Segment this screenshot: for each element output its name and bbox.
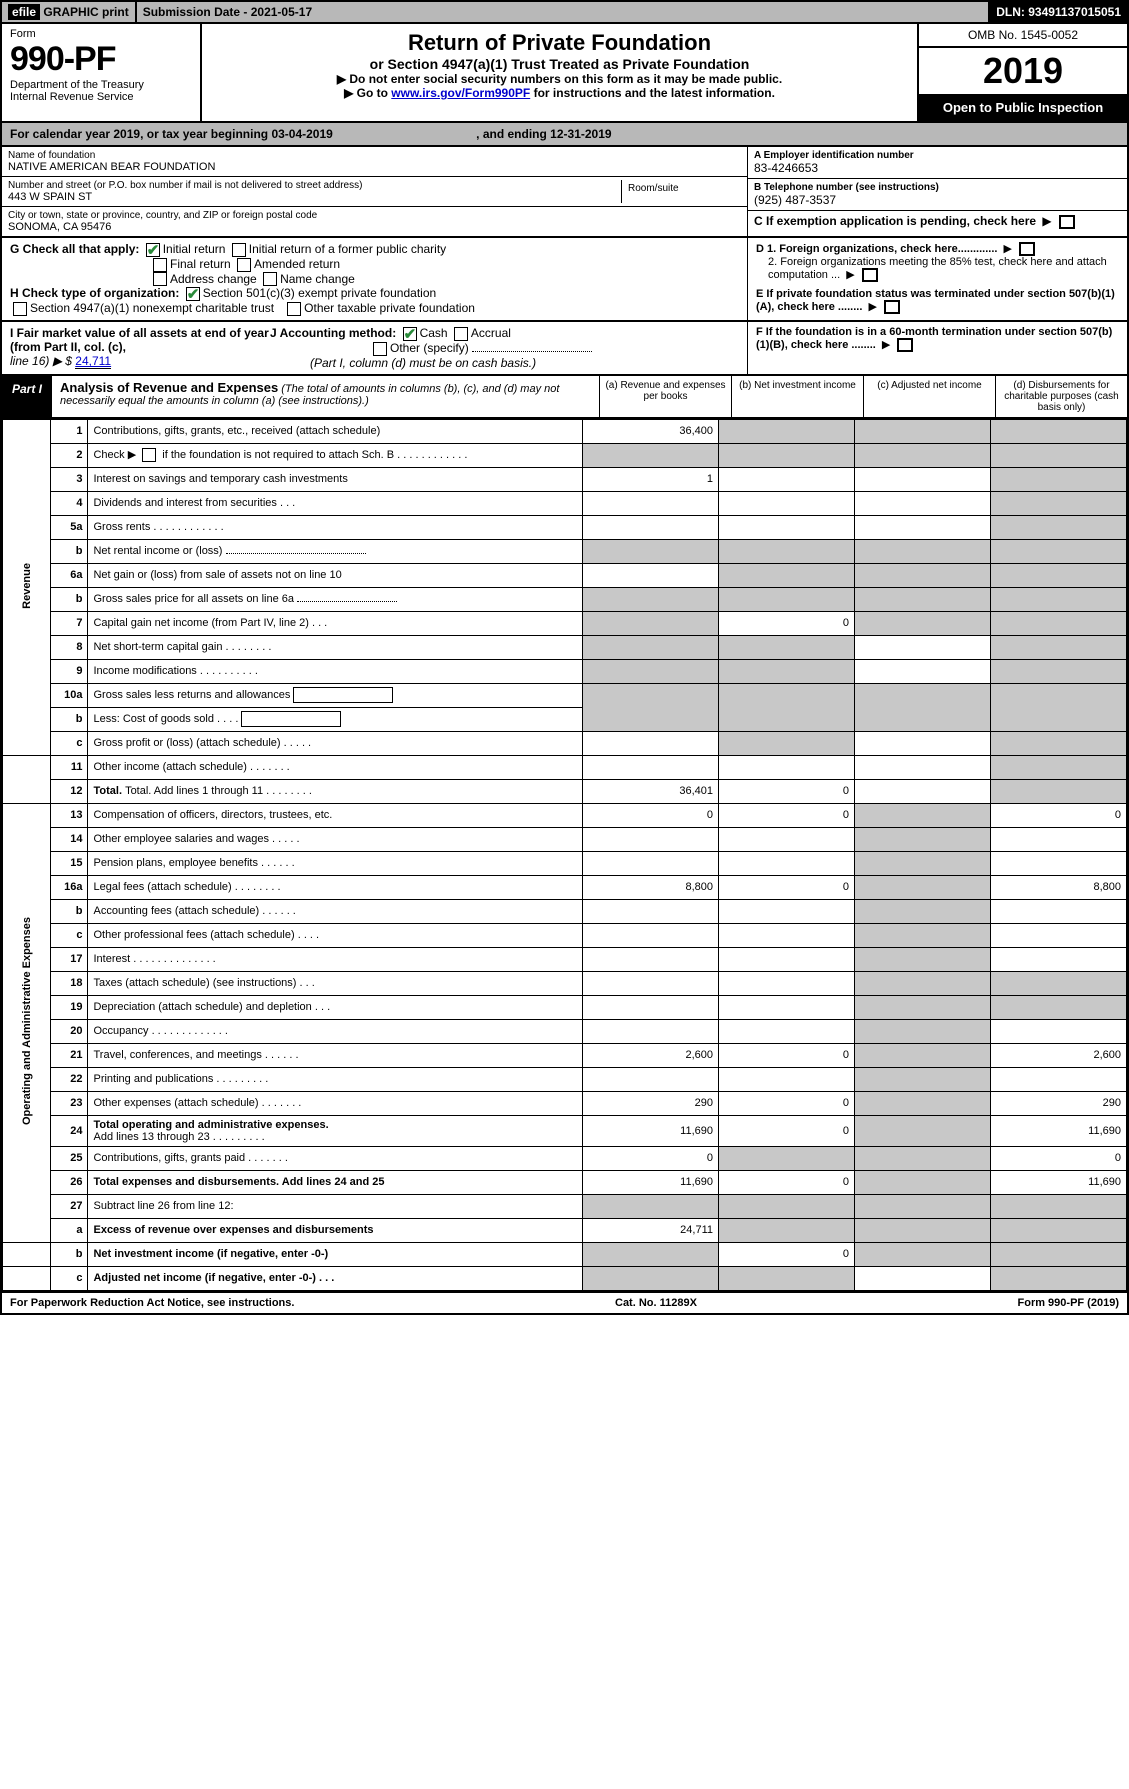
form-number: 990-PF: [10, 40, 192, 79]
col-d-header: (d) Disbursements for charitable purpose…: [995, 376, 1127, 417]
efile-print: print: [102, 5, 129, 19]
phone-label: B Telephone number (see instructions): [754, 182, 1121, 193]
cb-accrual[interactable]: [454, 327, 468, 341]
cb-sch-b[interactable]: [142, 448, 156, 462]
tax-year: 2019: [919, 48, 1127, 94]
efile-prefix: efile: [8, 4, 40, 20]
cb-initial-former[interactable]: [232, 243, 246, 257]
cb-other-method[interactable]: [373, 342, 387, 356]
top-bar: efile GRAPHIC print Submission Date - 20…: [0, 0, 1129, 24]
part-1-label: Part I: [2, 376, 52, 417]
cb-name-change[interactable]: [263, 272, 277, 286]
g-label: G Check all that apply:: [10, 242, 139, 256]
i-label: I Fair market value of all assets at end…: [10, 326, 269, 354]
dln: DLN: 93491137015051: [990, 2, 1127, 22]
omb-number: OMB No. 1545-0052: [919, 24, 1127, 48]
header-left: Form 990-PF Department of the Treasury I…: [2, 24, 202, 121]
cb-4947[interactable]: [13, 302, 27, 316]
c-checkbox[interactable]: [1059, 215, 1075, 229]
city-state-zip: SONOMA, CA 95476: [8, 221, 741, 233]
h-label: H Check type of organization:: [10, 286, 179, 300]
header-right: OMB No. 1545-0052 2019 Open to Public In…: [917, 24, 1127, 121]
e-label: E If private foundation status was termi…: [756, 288, 1115, 313]
cb-initial-return[interactable]: [146, 243, 160, 257]
footer: For Paperwork Reduction Act Notice, see …: [0, 1293, 1129, 1315]
name-label: Name of foundation: [8, 150, 741, 161]
d2-label: 2. Foreign organizations meeting the 85%…: [768, 256, 1107, 281]
phone-value: (925) 487-3537: [754, 193, 1121, 207]
city-label: City or town, state or province, country…: [8, 210, 741, 221]
c-label: C If exemption application is pending, c…: [754, 214, 1036, 228]
ein-value: 83-4246653: [754, 161, 1121, 175]
entity-left: Name of foundation NATIVE AMERICAN BEAR …: [2, 147, 747, 236]
instruction-2: ▶ Go to www.irs.gov/Form990PF for instru…: [210, 86, 909, 100]
form-subtitle: or Section 4947(a)(1) Trust Treated as P…: [210, 56, 909, 72]
cb-other-taxable[interactable]: [287, 302, 301, 316]
column-headers: (a) Revenue and expenses per books (b) N…: [599, 376, 1127, 417]
form-title: Return of Private Foundation: [210, 30, 909, 56]
revenue-label: Revenue: [3, 419, 51, 755]
efile-graphic: GRAPHIC: [43, 5, 98, 19]
f-label: F If the foundation is in a 60-month ter…: [756, 326, 1112, 351]
i-j-row: I Fair market value of all assets at end…: [0, 322, 1129, 376]
header-mid: Return of Private Foundation or Section …: [202, 24, 917, 121]
j-note: (Part I, column (d) must be on cash basi…: [270, 356, 536, 370]
e-checkbox[interactable]: [884, 300, 900, 314]
form-word: Form: [10, 28, 192, 40]
cb-address-change[interactable]: [153, 272, 167, 286]
f-checkbox[interactable]: [897, 338, 913, 352]
g-h-row: G Check all that apply: Initial return I…: [0, 238, 1129, 322]
entity-right: A Employer identification number 83-4246…: [747, 147, 1127, 236]
cb-cash[interactable]: [403, 327, 417, 341]
dept-treasury: Department of the Treasury: [10, 79, 192, 91]
d1-checkbox[interactable]: [1019, 242, 1035, 256]
foundation-name: NATIVE AMERICAN BEAR FOUNDATION: [8, 161, 741, 173]
d1-label: D 1. Foreign organizations, check here..…: [756, 243, 997, 255]
cb-amended-return[interactable]: [237, 258, 251, 272]
expenses-label: Operating and Administrative Expenses: [3, 803, 51, 1242]
ein-label: A Employer identification number: [754, 150, 1121, 161]
footer-right: Form 990-PF (2019): [1018, 1297, 1119, 1309]
i-value[interactable]: 24,711: [75, 354, 111, 369]
submission-date: Submission Date - 2021-05-17: [137, 2, 991, 22]
irs-label: Internal Revenue Service: [10, 91, 192, 103]
entity-block: Name of foundation NATIVE AMERICAN BEAR …: [0, 147, 1129, 238]
addr-label: Number and street (or P.O. box number if…: [8, 180, 621, 191]
form-header: Form 990-PF Department of the Treasury I…: [0, 24, 1129, 123]
footer-mid: Cat. No. 11289X: [615, 1297, 697, 1309]
instruction-1: ▶ Do not enter social security numbers o…: [210, 72, 909, 86]
d2-checkbox[interactable]: [862, 268, 878, 282]
cb-501c3[interactable]: [186, 287, 200, 301]
open-to-public: Open to Public Inspection: [919, 94, 1127, 121]
col-c-header: (c) Adjusted net income: [863, 376, 995, 417]
street-address: 443 W SPAIN ST: [8, 191, 621, 203]
calendar-year-row: For calendar year 2019, or tax year begi…: [0, 123, 1129, 147]
main-table: Revenue 1Contributions, gifts, grants, e…: [0, 419, 1129, 1293]
irs-link[interactable]: www.irs.gov/Form990PF: [391, 86, 530, 100]
col-b-header: (b) Net investment income: [731, 376, 863, 417]
part-1-header: Part I Analysis of Revenue and Expenses …: [0, 376, 1129, 419]
part-1-title: Analysis of Revenue and Expenses (The to…: [52, 376, 599, 417]
footer-left: For Paperwork Reduction Act Notice, see …: [10, 1297, 294, 1309]
col-a-header: (a) Revenue and expenses per books: [599, 376, 731, 417]
j-label: J Accounting method:: [270, 326, 396, 340]
efile-box: efile GRAPHIC print: [2, 2, 137, 22]
cb-final-return[interactable]: [153, 258, 167, 272]
i-line: line 16) ▶ $: [10, 354, 72, 368]
room-label: Room/suite: [628, 183, 735, 194]
